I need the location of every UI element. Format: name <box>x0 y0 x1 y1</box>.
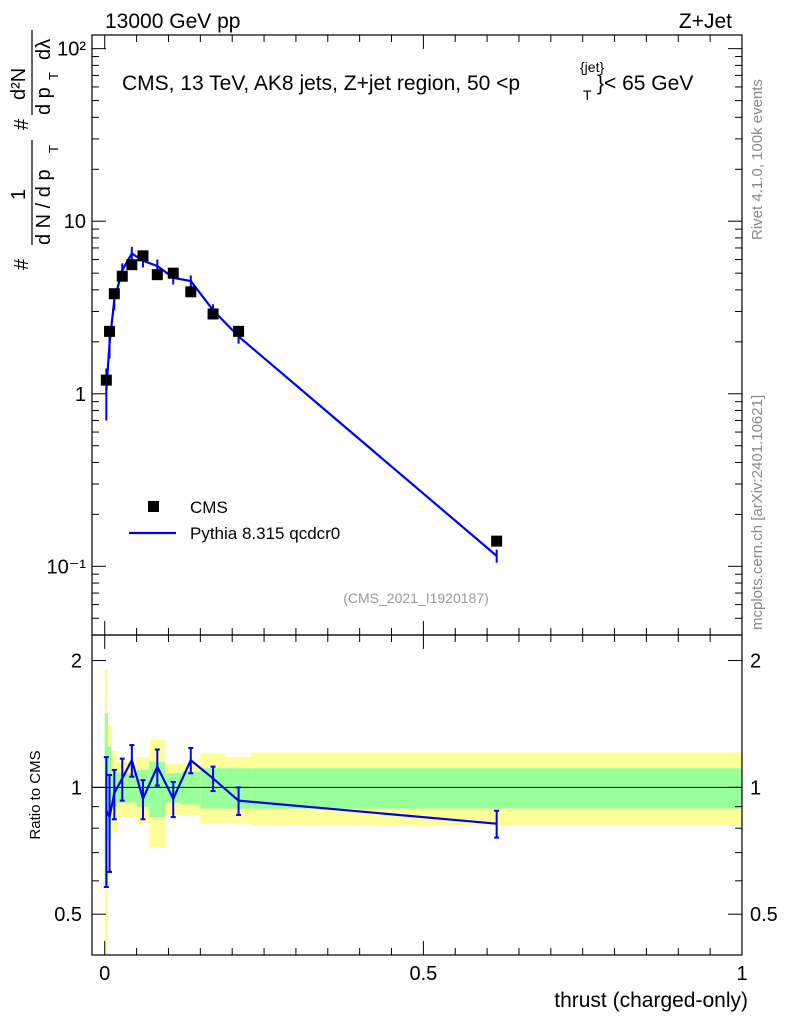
ylabel-den-sub: T <box>46 145 61 153</box>
ratio-y-tick-label-right: 0.5 <box>750 904 778 926</box>
rivet-label: Rivet 4.1.0, 100k events <box>749 79 766 240</box>
x-axis: 0 0.5 1 <box>99 635 748 985</box>
ylabel-den: d N / d p <box>33 169 55 245</box>
ylabel-hash2: # <box>11 118 33 130</box>
ratio-y-tick-label: 0.5 <box>54 904 82 926</box>
ratio-y-tick-label: 2 <box>71 651 82 673</box>
legend-marker-cms <box>148 501 159 512</box>
main-y-axis: 10² 10 1 10⁻¹ <box>47 35 743 636</box>
ylabel-lam: dλ <box>33 39 55 60</box>
mcplots-label: mcplots.cern.ch [arXiv:2401.10621] <box>749 395 766 630</box>
ylabel-num: d²N <box>8 68 30 100</box>
title-post: }< 65 GeV <box>597 72 693 95</box>
ratio-plot-area <box>103 744 500 889</box>
ratio-y-axis: 2 2 1 1 0.5 0.5 <box>54 651 778 956</box>
main-plot-area <box>100 246 503 563</box>
energy-label: 13000 GeV pp <box>105 10 240 33</box>
cms-point <box>151 269 163 281</box>
ratio-panel-frame <box>91 634 743 956</box>
process-label: Z+Jet <box>679 10 732 33</box>
ratio-y-tick-label-right: 1 <box>750 777 761 799</box>
legend-label-cms: CMS <box>190 498 228 517</box>
cms-point <box>185 286 197 298</box>
uncertainty-band-inner <box>251 768 742 809</box>
ylabel-one: 1 <box>8 189 30 200</box>
ylabel-den2-sub: T <box>46 72 61 80</box>
y-tick-label: 10⁻¹ <box>47 556 87 578</box>
ylabel-den2: d p <box>33 87 55 115</box>
cms-point <box>167 267 179 279</box>
pythia-line <box>105 251 498 557</box>
cms-point <box>104 325 116 337</box>
x-tick-label: 0 <box>99 963 110 985</box>
main-title: CMS, 13 TeV, AK8 jets, Z+jet region, 50 … <box>122 59 693 103</box>
cms-point <box>108 288 120 300</box>
ratio-y-tick-label: 1 <box>71 777 82 799</box>
ratio-ylabel: Ratio to CMS <box>27 750 44 839</box>
y-tick-label: 10² <box>57 39 86 61</box>
ratio-y-tick-label-right: 2 <box>750 651 761 673</box>
legend-label-pythia: Pythia 8.315 qcdcr0 <box>190 524 340 543</box>
title-pre: CMS, 13 TeV, AK8 jets, Z+jet region, 50 … <box>122 72 520 95</box>
title-sub: T <box>583 87 592 103</box>
main-ylabel: # 1 d N / d p T # d²N d p T dλ <box>8 30 61 270</box>
cms-point <box>207 308 219 320</box>
cms-point <box>491 535 503 547</box>
ylabel-hash: # <box>11 258 33 270</box>
cms-point <box>116 270 128 282</box>
analysis-label: (CMS_2021_I1920187) <box>343 590 489 606</box>
uncertainty-band-inner <box>181 771 201 805</box>
cms-point <box>100 374 112 386</box>
main-panel-frame <box>91 34 743 636</box>
title-sup: {jet} <box>580 59 604 75</box>
y-tick-label: 1 <box>75 384 86 406</box>
y-tick-label: 10 <box>64 211 86 233</box>
x-axis-label: thrust (charged-only) <box>554 989 748 1012</box>
cms-point <box>233 325 245 337</box>
svg-text:CMS, 13 TeV, AK8 jets, Z+jet r: CMS, 13 TeV, AK8 jets, Z+jet region, 50 … <box>122 72 520 95</box>
x-tick-label: 1 <box>736 963 747 985</box>
legend: CMS Pythia 8.315 qcdcr0 <box>129 498 340 543</box>
ratio-bands <box>104 669 742 955</box>
cms-point <box>126 259 138 271</box>
x-tick-label: 0.5 <box>409 963 437 985</box>
uncertainty-band-inner <box>127 773 137 803</box>
cms-point <box>137 250 149 262</box>
